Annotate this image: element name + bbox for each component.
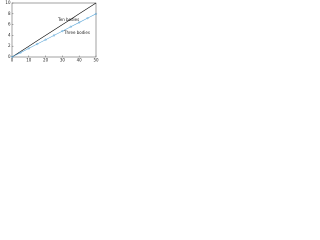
point [94, 12, 98, 15]
x-tick-label: 40 [77, 58, 83, 63]
point [27, 47, 30, 50]
point [44, 38, 47, 41]
plot-frame [11, 2, 97, 58]
x-tick-label: 50 [93, 58, 99, 63]
chart: Ten bodies Three bodies 0 2 4 6 8 10 0 10 20 30 40… [5, 0, 99, 63]
y-tick-label: 4 [8, 32, 11, 37]
point [36, 42, 39, 46]
point [78, 21, 81, 24]
point [10, 55, 14, 59]
point [61, 29, 64, 33]
y-tick-label: 6 [8, 22, 11, 27]
y-tick-label: 2 [8, 43, 11, 48]
x-tick-label: 10 [26, 58, 32, 63]
point [52, 34, 56, 37]
point [69, 25, 72, 28]
series-label: Ten bodies [57, 17, 79, 22]
x-tick-label: 30 [60, 58, 66, 63]
y-tick-label: 0 [8, 54, 11, 59]
series-line [11, 13, 97, 58]
series-label: Three bodies [63, 30, 90, 35]
x-tick-label: 20 [43, 58, 49, 63]
series-line [11, 2, 97, 58]
x-tick-label: 0 [11, 58, 14, 63]
point [86, 17, 89, 20]
point [19, 51, 22, 54]
y-tick-label: 8 [8, 11, 11, 16]
y-tick-label: 10 [5, 0, 11, 5]
